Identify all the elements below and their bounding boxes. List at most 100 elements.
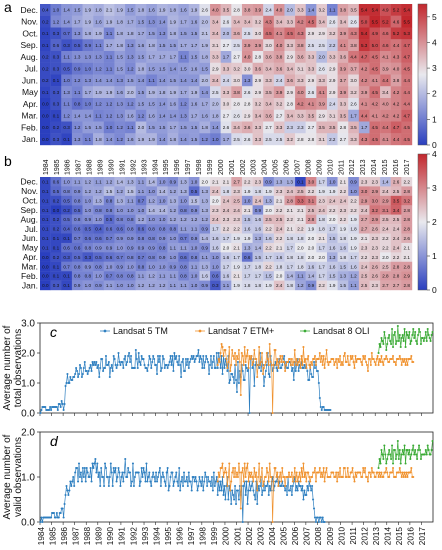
heatmap-cell-label: 0.1 <box>42 31 49 36</box>
heatmap-cell-label: 1.2 <box>85 189 92 194</box>
heatmap-cell <box>103 51 115 63</box>
heatmap-cell-label: 2.1 <box>106 8 113 13</box>
heatmap-cell <box>156 27 168 40</box>
heatmap-cell-label: 1.3 <box>202 208 209 213</box>
heatmap-cell-label: 1.1 <box>350 283 357 288</box>
heatmap-cell <box>93 280 104 291</box>
heatmap-cell-label: 1.8 <box>350 227 357 232</box>
data-point <box>171 471 174 474</box>
heatmap-cell-label: 3.1 <box>212 43 219 48</box>
heatmap-cell <box>135 195 147 206</box>
heatmap-cell <box>380 214 391 225</box>
heatmap-cell <box>390 242 402 253</box>
heatmap-cell <box>103 233 115 244</box>
x-tick-label: 2000 <box>222 527 231 546</box>
data-point <box>276 357 279 361</box>
heatmap-cell <box>188 15 200 28</box>
data-point <box>179 363 182 367</box>
x-tick-label: 2016 <box>407 527 416 546</box>
heatmap-column-label: 2011 <box>338 160 345 175</box>
heatmap-cell-label: 1.1 <box>223 283 230 288</box>
heatmap-cell-label: 3.4 <box>212 31 219 36</box>
heatmap-cell <box>40 280 51 291</box>
data-point <box>222 475 225 479</box>
heatmap-cell <box>82 214 94 225</box>
data-point <box>251 363 254 367</box>
heatmap-cell-label: 1.1 <box>106 66 113 71</box>
data-point <box>167 363 170 367</box>
heatmap-cell <box>231 39 243 52</box>
heatmap-cell-label: 3.0 <box>223 102 230 107</box>
heatmap-cell-label: 1.4 <box>159 208 166 213</box>
heatmap-cell <box>295 224 306 234</box>
data-point <box>212 471 215 474</box>
heatmap-cell <box>295 242 306 253</box>
heatmap-cell <box>220 121 232 134</box>
data-point <box>363 471 366 474</box>
data-point <box>359 471 362 474</box>
heatmap-cell-label: 2.5 <box>382 217 389 222</box>
data-point <box>229 378 232 382</box>
heatmap-cell <box>199 271 211 281</box>
heatmap-cell-label: 1.2 <box>106 180 113 185</box>
data-point <box>395 339 398 343</box>
heatmap-cell-label: 4.1 <box>318 90 325 95</box>
heatmap-cell-label: 2.3 <box>223 217 230 222</box>
heatmap-cell-label: 2.9 <box>329 78 336 83</box>
heatmap-cell <box>71 121 83 134</box>
y-tick-label: 1.0 <box>21 379 35 390</box>
data-point <box>193 360 196 364</box>
heatmap-cell-label: 1.2 <box>106 102 113 107</box>
heatmap-cell <box>50 233 62 244</box>
heatmap-cell <box>273 280 285 291</box>
data-point <box>313 466 317 470</box>
data-point <box>292 378 295 382</box>
heatmap-cell <box>305 98 317 110</box>
heatmap-cell <box>326 261 338 272</box>
heatmap-cell <box>61 109 73 122</box>
heatmap-cell-label: 4.0 <box>276 8 283 13</box>
heatmap-cell <box>71 261 83 272</box>
heatmap-cell <box>146 242 158 253</box>
heatmap-column-label: 1987 <box>76 159 83 175</box>
heatmap-cell <box>199 74 211 87</box>
heatmap-column-label: 2002 <box>240 159 247 175</box>
heatmap-cell <box>284 271 296 281</box>
heatmap-cell <box>178 62 189 75</box>
heatmap-cell <box>146 86 158 99</box>
heatmap-cell <box>326 51 338 63</box>
data-point <box>374 475 377 479</box>
heatmap-cell-label: 1.7 <box>159 55 166 60</box>
heatmap-cell-label: 1.4 <box>74 113 81 118</box>
heatmap-cell-label: 3.4 <box>212 19 219 24</box>
heatmap-cell <box>305 27 317 40</box>
data-point <box>255 471 258 474</box>
heatmap-cell <box>199 242 211 253</box>
heatmap-cell-label: 1.4 <box>308 8 315 13</box>
heatmap-cell <box>188 121 200 134</box>
data-point <box>295 484 298 488</box>
heatmap-cell <box>199 214 211 225</box>
heatmap-cell <box>390 186 402 197</box>
data-point <box>382 475 385 479</box>
heatmap-cell-label: 2.0 <box>308 245 315 250</box>
data-point <box>65 484 68 488</box>
heatmap-cell <box>146 271 158 281</box>
heatmap-cell-label: 2.9 <box>308 78 315 83</box>
heatmap-row-label: Sep. <box>21 205 39 215</box>
heatmap-cell-label: 0.8 <box>106 198 113 203</box>
heatmap-cell-label: 4.9 <box>382 8 389 13</box>
heatmap-cell-label: 1.0 <box>191 245 198 250</box>
heatmap-cell-label: 3.5 <box>340 113 347 118</box>
heatmap-cell <box>167 133 179 146</box>
data-point <box>382 342 385 346</box>
data-point <box>233 357 236 361</box>
heatmap-cell <box>125 242 136 253</box>
heatmap-cell-label: 2.4 <box>329 102 336 107</box>
heatmap-cell-label: 1.1 <box>127 125 134 130</box>
heatmap-column-label: 2005 <box>273 159 280 175</box>
data-point <box>230 363 233 367</box>
heatmap-cell-label: 4.5 <box>372 90 379 95</box>
heatmap-cell <box>71 74 83 87</box>
